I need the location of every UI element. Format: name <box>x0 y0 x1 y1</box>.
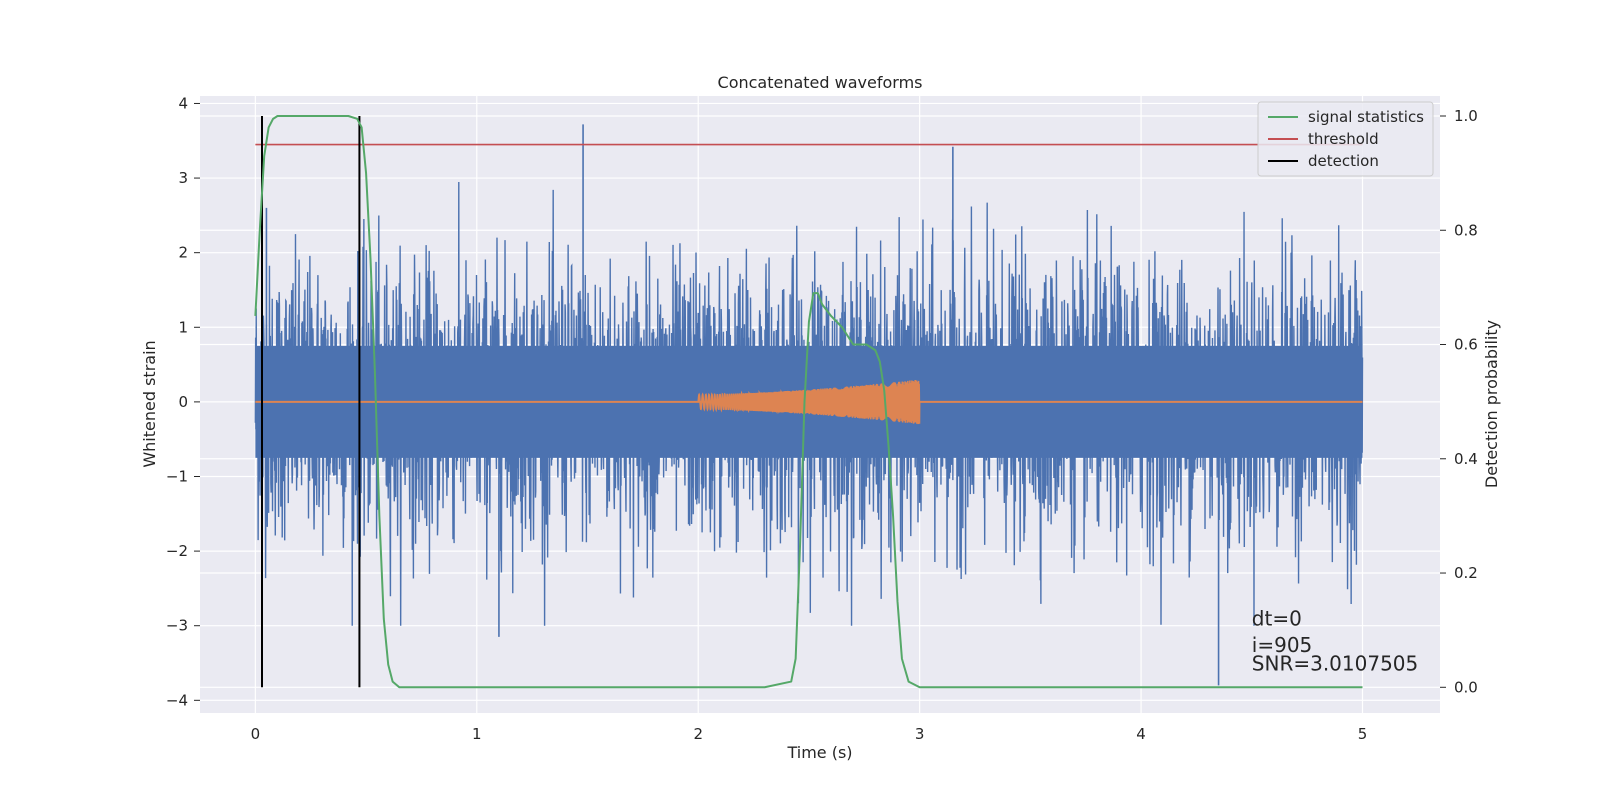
chart-title: Concatenated waveforms <box>718 73 923 92</box>
y-tick-label: −1 <box>166 467 188 485</box>
y2-tick-label: 1.0 <box>1454 107 1478 125</box>
y-tick-label: −4 <box>166 691 188 709</box>
x-tick-label: 1 <box>472 725 482 743</box>
probability-series <box>254 115 1363 689</box>
legend: signal statistics threshold detection <box>1257 101 1434 177</box>
y-tick-label: 2 <box>178 244 188 262</box>
y-tick-label: 3 <box>178 169 188 187</box>
legend-label-detection: detection <box>1308 152 1379 170</box>
x-tick-label: 2 <box>693 725 703 743</box>
axis-ticks: 0 1 2 3 4 5 −4 −3 −2 −1 0 1 2 3 4 0.0 0.2 0.4 0.6 0.8 1.0 <box>166 94 1478 743</box>
y2-tick-label: 0.2 <box>1454 564 1478 582</box>
y-tick-label: −3 <box>166 617 188 635</box>
x-tick-label: 4 <box>1136 725 1146 743</box>
legend-box <box>1257 101 1434 177</box>
annotation-text: dt=0 <box>1252 607 1302 631</box>
y2-tick-label: 0.4 <box>1454 450 1478 468</box>
y-tick-label: 1 <box>178 318 188 336</box>
annotation-text: SNR=3.0107505 <box>1252 651 1418 675</box>
y2-tick-label: 0.6 <box>1454 336 1478 354</box>
x-tick-label: 5 <box>1358 725 1368 743</box>
signal-statistics-line <box>254 115 1363 689</box>
y-tick-label: 4 <box>178 94 188 112</box>
y2-axis-label: Detection probability <box>1482 320 1501 488</box>
y-axis-label: Whitened strain <box>140 340 159 467</box>
x-tick-label: 3 <box>915 725 925 743</box>
y2-tick-label: 0.8 <box>1454 221 1478 239</box>
y-tick-label: 0 <box>178 393 188 411</box>
legend-label-signal-statistics: signal statistics <box>1308 108 1424 126</box>
annotation-text: i=905 <box>1252 633 1313 657</box>
x-axis-label: Time (s) <box>786 743 852 762</box>
legend-label-threshold: threshold <box>1308 130 1379 148</box>
x-tick-label: 0 <box>251 725 261 743</box>
y2-tick-label: 0.0 <box>1454 678 1478 696</box>
y-tick-label: −2 <box>166 542 188 560</box>
